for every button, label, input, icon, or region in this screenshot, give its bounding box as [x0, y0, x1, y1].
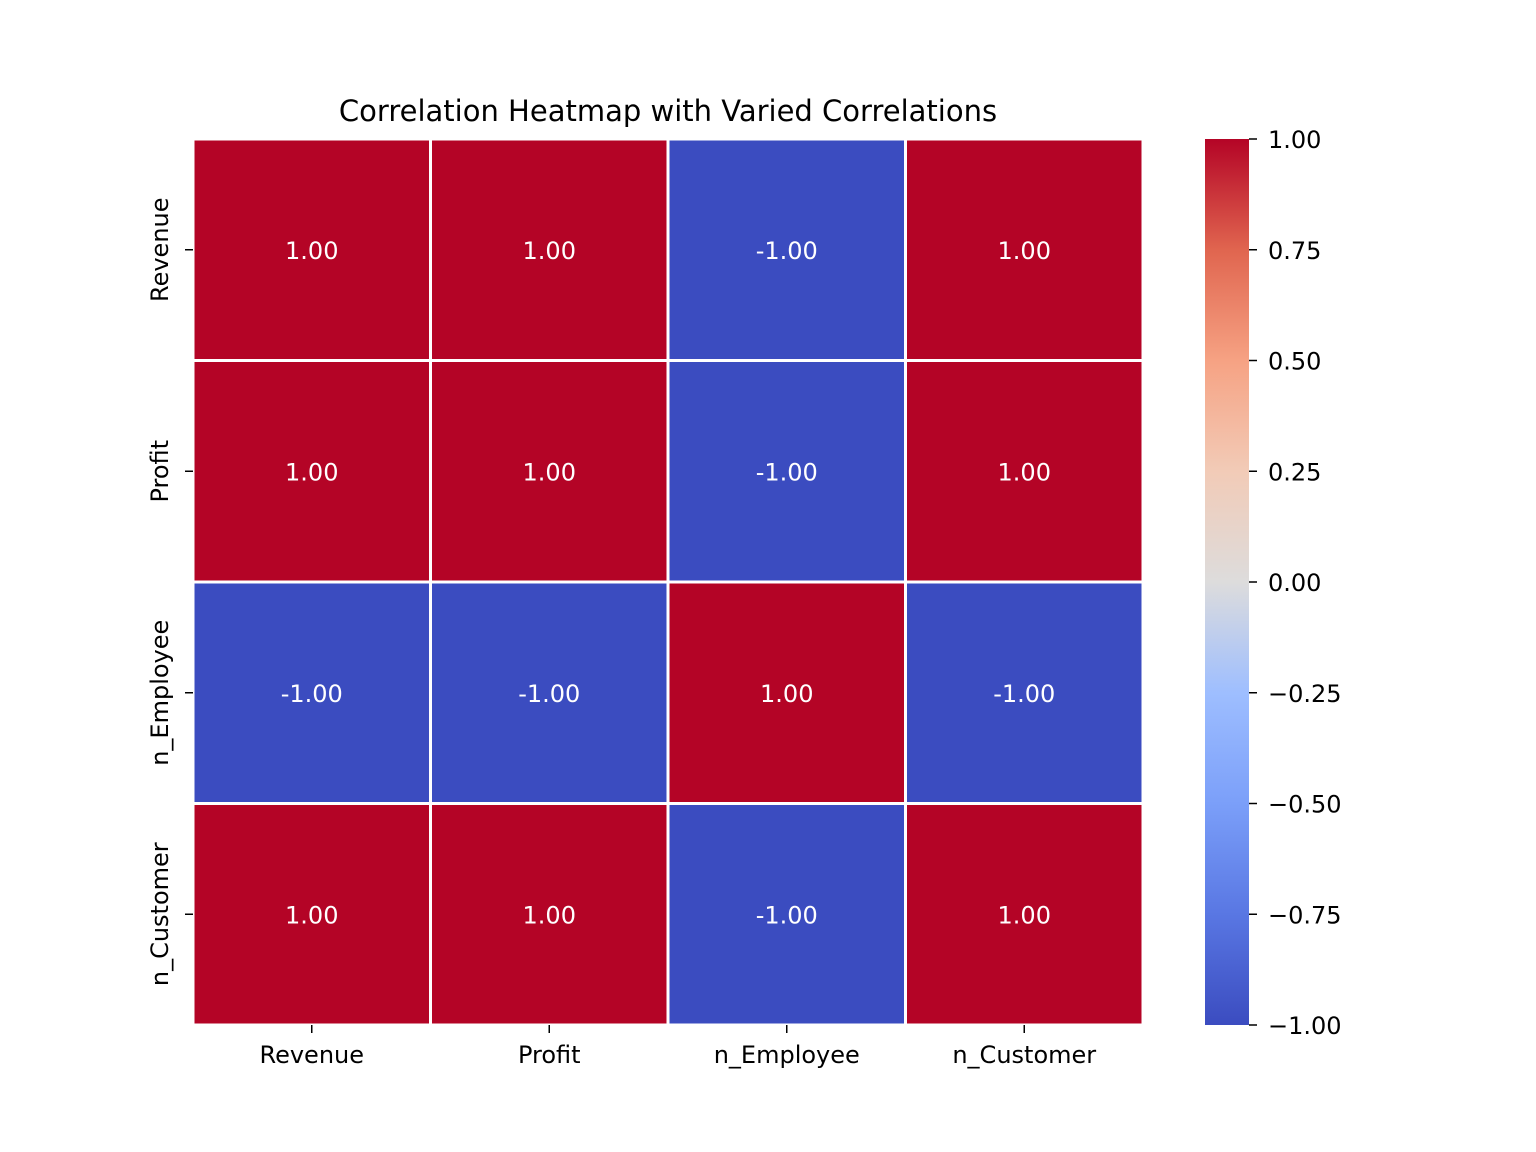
cell-value-label: -1.00 [756, 901, 818, 929]
chart-title: Correlation Heatmap with Varied Correlat… [339, 94, 997, 128]
colorbar-ticks: 1.00 0.75 0.50 0.25 0.00 −0.25 −0.50 −0.75 −1.00 [1249, 126, 1342, 1040]
heatmap-cells: 1.00 1.00 -1.00 1.00 1.00 1.00 -1.00 1.00 -1.00 -… [191, 137, 1145, 1027]
x-tick-label: Revenue [259, 1041, 364, 1069]
colorbar-tick-label: 0.00 [1268, 569, 1321, 597]
cell-value-label: 1.00 [285, 901, 338, 929]
cell-value-label: -1.00 [281, 680, 343, 708]
colorbar-tick-label: 0.50 [1268, 348, 1321, 376]
heatmap-cell [191, 359, 432, 584]
cell-value-label: 1.00 [285, 458, 338, 486]
colorbar-tick-label: −1.00 [1268, 1012, 1342, 1040]
heatmap-cell [191, 802, 432, 1027]
x-tick-label: Profit [518, 1041, 581, 1069]
colorbar-tick-label: −0.75 [1268, 901, 1342, 929]
cell-value-label: 1.00 [998, 458, 1051, 486]
heatmap-cell [429, 137, 670, 362]
x-axis-tick-labels: Revenue Profit n_Employee n_Customer [259, 1025, 1096, 1069]
colorbar [1205, 139, 1249, 1025]
cell-value-label: 1.00 [285, 237, 338, 265]
x-tick-label: n_Employee [714, 1041, 860, 1069]
cell-value-label: 1.00 [760, 680, 813, 708]
cell-value-label: -1.00 [756, 237, 818, 265]
x-tick-label: n_Customer [952, 1041, 1096, 1069]
heatmap-cell [429, 802, 670, 1027]
heatmap-cell [904, 802, 1145, 1027]
y-tick-label: Profit [146, 440, 174, 503]
colorbar-tick-label: 1.00 [1268, 126, 1321, 154]
cell-value-label: 1.00 [523, 458, 576, 486]
cell-value-label: -1.00 [518, 680, 580, 708]
colorbar-tick-label: 0.75 [1268, 237, 1321, 265]
heatmap-cell [904, 580, 1145, 805]
heatmap-cell [429, 359, 670, 584]
colorbar-tick-label: 0.25 [1268, 458, 1321, 486]
heatmap-cell [904, 359, 1145, 584]
heatmap-cell [904, 137, 1145, 362]
heatmap-cell [191, 137, 432, 362]
colorbar-tick-label: −0.25 [1268, 680, 1342, 708]
colorbar-tick-label: −0.50 [1268, 791, 1342, 819]
cell-value-label: 1.00 [998, 901, 1051, 929]
y-axis-tick-labels: Revenue Profit n_Employee n_Customer [146, 197, 193, 986]
cell-value-label: 1.00 [523, 237, 576, 265]
y-tick-label: n_Customer [146, 842, 174, 986]
cell-value-label: -1.00 [993, 680, 1055, 708]
heatmap-cell [429, 580, 670, 805]
y-tick-label: Revenue [146, 197, 174, 302]
cell-value-label: -1.00 [756, 458, 818, 486]
y-tick-label: n_Employee [146, 620, 174, 766]
cell-value-label: 1.00 [998, 237, 1051, 265]
cell-value-label: 1.00 [523, 901, 576, 929]
heatmap-cell [666, 137, 907, 362]
